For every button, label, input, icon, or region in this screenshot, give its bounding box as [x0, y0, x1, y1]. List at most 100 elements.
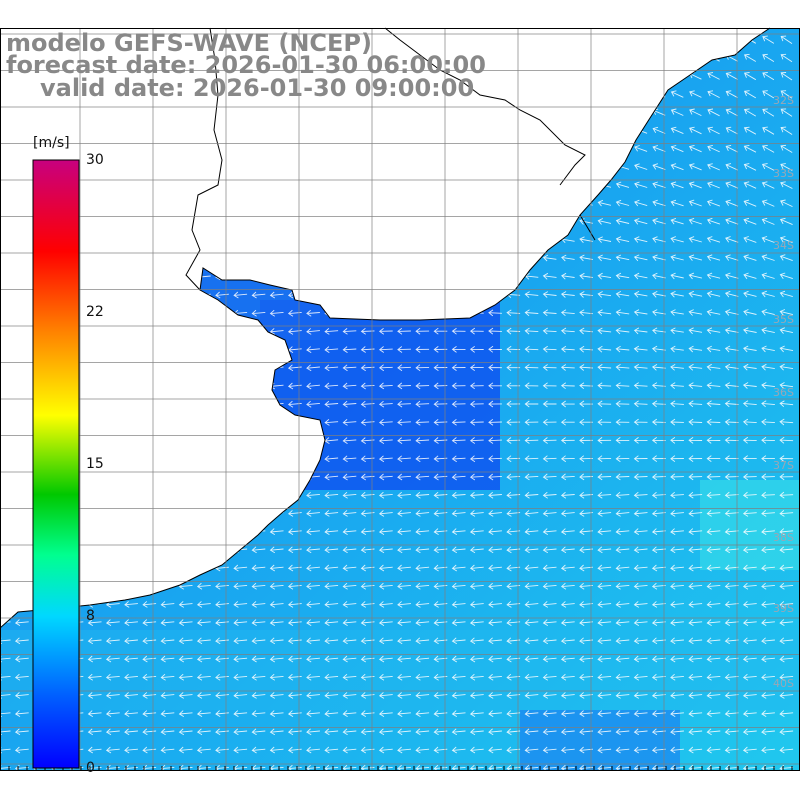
wind-arrow: [215, 692, 229, 699]
wind-arrow: [560, 746, 575, 754]
wind-arrow: [706, 363, 721, 371]
wind-arrow: [761, 491, 775, 499]
wind-arrow: [542, 746, 557, 754]
wind-arrow: [306, 655, 320, 663]
wind-arrow: [451, 692, 466, 699]
wind-arrow: [779, 400, 794, 408]
wind-arrow: [615, 710, 630, 717]
wind-arrow: [287, 400, 302, 408]
wind-arrow: [615, 254, 630, 262]
wind-arrow: [233, 564, 248, 572]
wind-arrow: [451, 455, 466, 463]
wind-arrow: [689, 90, 702, 98]
wind-arrow: [124, 655, 138, 663]
wind-arrow: [269, 619, 284, 626]
wind-arrow: [469, 327, 484, 335]
wind-arrow: [597, 655, 612, 663]
wind-arrow: [142, 728, 157, 736]
wind-arrow: [451, 418, 466, 426]
wind-arrow: [342, 582, 357, 590]
wind-arrow: [560, 764, 575, 770]
wind-arrow: [688, 437, 703, 444]
wind-arrow: [688, 181, 702, 189]
wind-arrow: [780, 199, 793, 208]
wind-arrow: [670, 746, 684, 754]
wind-arrow: [761, 290, 775, 298]
wind-arrow: [560, 491, 575, 499]
wind-arrow: [488, 637, 502, 645]
wind-arrow: [633, 728, 648, 736]
wind-arrow: [287, 309, 302, 317]
wind-arrow: [142, 619, 157, 626]
wind-arrow: [725, 199, 739, 207]
wind-arrow: [560, 400, 575, 408]
wind-arrow: [415, 400, 430, 408]
wind-arrow: [269, 546, 284, 554]
wind-arrow: [633, 692, 648, 699]
wind-arrow: [670, 290, 684, 298]
wind-arrow: [142, 637, 157, 645]
wind-arrow: [706, 418, 721, 426]
wind-arrow: [761, 455, 775, 462]
wind-arrow: [615, 728, 630, 736]
wind-arrow: [251, 601, 266, 608]
wind-arrow: [524, 564, 539, 572]
wind-arrow: [743, 53, 757, 62]
wind-arrow: [306, 728, 320, 736]
wind-arrow: [779, 582, 794, 590]
wind-arrow: [761, 327, 775, 334]
wind-arrow: [233, 291, 248, 299]
wind-arrow: [397, 400, 411, 408]
wind-arrow: [742, 673, 757, 681]
wind-arrow: [488, 418, 502, 426]
wind-arrow: [269, 582, 284, 590]
wind-arrow: [560, 673, 575, 681]
wind-arrow: [761, 382, 775, 389]
colorbar-tick-30: 30: [86, 152, 104, 168]
wind-arrow: [378, 437, 393, 444]
wind-arrow: [397, 582, 411, 590]
wind-arrow: [342, 437, 357, 444]
wind-arrow: [469, 364, 484, 371]
wind-arrow: [105, 746, 120, 754]
wind-arrow: [670, 564, 684, 572]
wind-arrow: [597, 236, 612, 243]
wind-arrow: [688, 382, 703, 389]
wind-arrow: [633, 491, 648, 499]
wind-arrow: [269, 710, 284, 717]
wind-arrow: [251, 655, 266, 663]
wind-arrow: [762, 144, 775, 153]
wind-arrow: [287, 601, 302, 608]
wind-arrow: [451, 546, 466, 554]
wind-arrow: [597, 291, 612, 298]
wind-arrow: [378, 764, 393, 770]
wind-arrow: [415, 346, 430, 353]
wind-arrow: [652, 163, 666, 171]
wind-arrow: [451, 528, 466, 535]
wind-arrow: [488, 673, 502, 681]
wind-arrow: [269, 291, 284, 299]
wind-arrow: [87, 728, 102, 736]
wind-arrow: [688, 345, 703, 353]
wind-arrow: [615, 455, 630, 463]
wind-arrow: [542, 309, 557, 317]
wind-arrow: [342, 728, 357, 736]
wind-arrow: [761, 363, 775, 371]
wind-arrow: [634, 163, 648, 170]
wind-arrow: [633, 455, 648, 463]
wind-arrow: [597, 455, 612, 463]
wind-arrow: [488, 746, 502, 754]
wind-arrow: [306, 746, 320, 754]
wind-arrow: [670, 582, 684, 590]
wind-arrow: [488, 601, 502, 608]
wind-arrow: [780, 108, 793, 117]
wind-arrow: [287, 655, 302, 663]
wind-arrow: [688, 163, 702, 171]
wind-arrow: [469, 619, 484, 626]
wind-arrow: [724, 673, 739, 681]
wind-arrow: [196, 655, 211, 663]
wind-arrow: [724, 382, 739, 389]
wind-arrow: [378, 491, 393, 499]
wind-arrow: [488, 564, 502, 572]
wind-arrow: [342, 764, 357, 770]
